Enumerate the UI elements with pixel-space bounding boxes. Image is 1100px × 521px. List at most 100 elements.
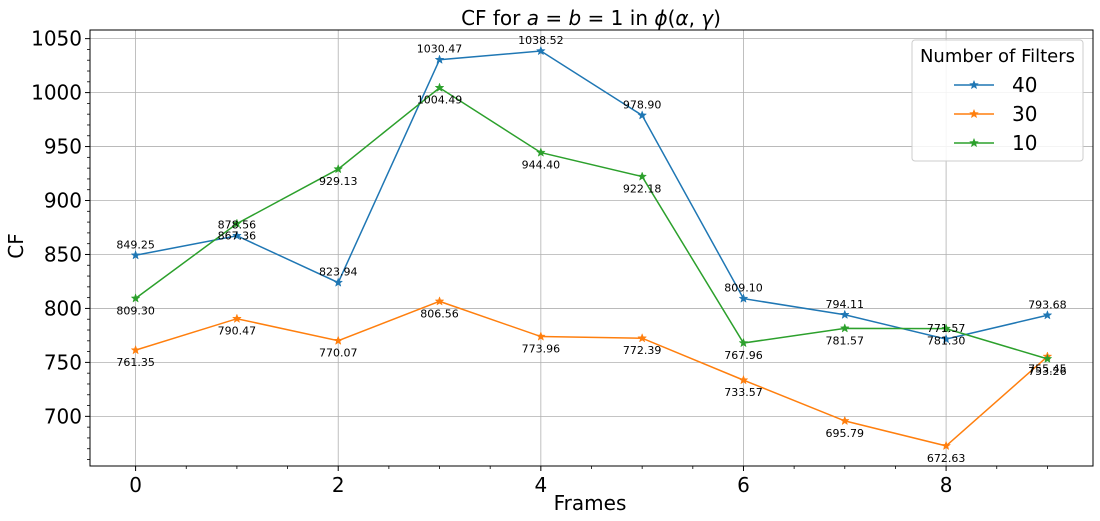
data-point-40 — [839, 309, 850, 320]
data-label-40: 1038.52 — [518, 34, 564, 47]
data-point-10 — [1042, 353, 1053, 364]
data-label-10: 753.26 — [1028, 365, 1067, 378]
legend-label: 40 — [1012, 73, 1037, 97]
data-label-10: 867.36 — [218, 230, 257, 243]
data-label-10: 767.96 — [724, 349, 763, 362]
legend-label: 30 — [1012, 102, 1037, 126]
data-point-10 — [535, 147, 546, 157]
data-point-40 — [333, 277, 344, 287]
data-label-30: 806.56 — [420, 307, 459, 320]
data-label-40: 978.90 — [623, 98, 662, 111]
data-label-10: 781.57 — [826, 334, 865, 347]
data-label-30: 772.39 — [623, 344, 662, 357]
data-label-30: 761.35 — [116, 356, 155, 369]
x-tick-label: 6 — [737, 473, 750, 497]
x-axis-title: Frames — [554, 491, 627, 515]
data-label-40: 1030.47 — [417, 43, 463, 56]
legend-box — [911, 39, 1084, 162]
data-point-30 — [839, 415, 850, 426]
x-axis-ticks: 0 2 4 6 8 — [129, 466, 952, 497]
legend-marker — [969, 137, 979, 148]
data-label-30: 790.47 — [218, 325, 257, 338]
data-point-40 — [637, 110, 648, 120]
x-tick-label: 4 — [534, 473, 547, 497]
legend-label: 10 — [1012, 131, 1037, 155]
data-point-40 — [535, 45, 546, 56]
data-point-10 — [941, 323, 952, 333]
y-tick-label: 850 — [44, 242, 82, 266]
data-label-10: 781.30 — [927, 335, 966, 348]
data-label-40: 849.25 — [116, 238, 155, 251]
y-tick-label: 1000 — [31, 81, 82, 105]
legend-marker — [969, 79, 979, 90]
data-label-40: 809.10 — [724, 282, 763, 295]
data-label-10: 922.18 — [623, 183, 662, 196]
data-labels: 849.25 878.56 823.94 1030.47 1038.52 978.90 80… — [116, 34, 1066, 465]
legend-item-30: 30 — [954, 102, 1037, 126]
legend-item-40: 40 — [954, 73, 1037, 97]
data-point-30 — [130, 344, 141, 355]
series-40 — [130, 45, 1053, 344]
series-30 — [130, 296, 1053, 451]
legend-item-10: 10 — [954, 131, 1037, 155]
data-point-30 — [231, 313, 242, 323]
series-line-10 — [135, 86, 1048, 360]
grid-lines — [90, 30, 1093, 466]
data-point-10 — [839, 323, 850, 333]
data-label-10: 944.40 — [522, 159, 561, 172]
data-label-30: 773.96 — [522, 343, 561, 356]
data-point-30 — [738, 374, 749, 385]
y-axis-title: CF — [4, 233, 28, 258]
data-point-10 — [130, 293, 141, 303]
data-label-30: 770.07 — [319, 347, 358, 360]
data-point-30 — [941, 440, 952, 451]
legend: Number of Filters 40 30 10 — [911, 39, 1084, 162]
data-label-30: 672.63 — [927, 452, 966, 465]
data-point-40 — [738, 293, 749, 303]
data-point-40 — [434, 54, 445, 64]
data-point-40 — [1042, 310, 1053, 320]
series-line-40 — [135, 50, 1048, 340]
data-label-30: 733.57 — [724, 386, 763, 399]
data-label-40: 823.94 — [319, 266, 358, 279]
series-line-30 — [135, 300, 1048, 447]
data-label-10: 1004.49 — [417, 94, 463, 107]
legend-title: Number of Filters — [920, 46, 1075, 67]
data-point-10 — [333, 163, 344, 174]
data-point-40 — [941, 333, 952, 344]
x-tick-label: 0 — [129, 473, 142, 497]
data-point-10 — [738, 337, 749, 348]
data-label-10: 929.13 — [319, 175, 358, 188]
data-label-30: 695.79 — [826, 427, 865, 440]
data-label-40: 794.11 — [826, 298, 865, 311]
data-point-30 — [637, 333, 648, 343]
y-tick-label: 950 — [44, 135, 82, 159]
y-tick-label: 800 — [44, 296, 82, 320]
data-label-40: 878.56 — [218, 219, 257, 232]
y-tick-label: 750 — [44, 350, 82, 374]
y-axis-ticks: 700 750 800 850 900 950 1000 1050 — [31, 27, 90, 428]
x-tick-label: 8 — [940, 473, 953, 497]
plot-area-frame — [89, 29, 1094, 467]
data-label-40: 793.68 — [1028, 298, 1067, 311]
y-tick-label: 1050 — [31, 27, 82, 51]
y-tick-label: 900 — [44, 189, 82, 213]
data-point-40 — [231, 230, 242, 240]
data-point-40 — [130, 250, 141, 260]
data-point-10 — [637, 171, 648, 181]
minor-ticks — [87, 49, 1048, 469]
data-point-30 — [333, 335, 344, 345]
data-point-30 — [535, 331, 546, 341]
data-point-10 — [231, 218, 242, 228]
series-layer — [130, 45, 1053, 451]
x-tick-label: 2 — [332, 473, 345, 497]
y-tick-label: 700 — [44, 404, 82, 428]
data-label-30: 755.45 — [1028, 363, 1067, 376]
series-10 — [130, 82, 1053, 364]
data-label-10: 809.30 — [116, 304, 155, 317]
legend-marker — [969, 108, 979, 119]
data-point-30 — [434, 296, 445, 306]
chart-title: CF for a = b = 1 in ϕ(α, γ) — [461, 6, 721, 30]
data-label-40: 771.57 — [927, 322, 966, 335]
